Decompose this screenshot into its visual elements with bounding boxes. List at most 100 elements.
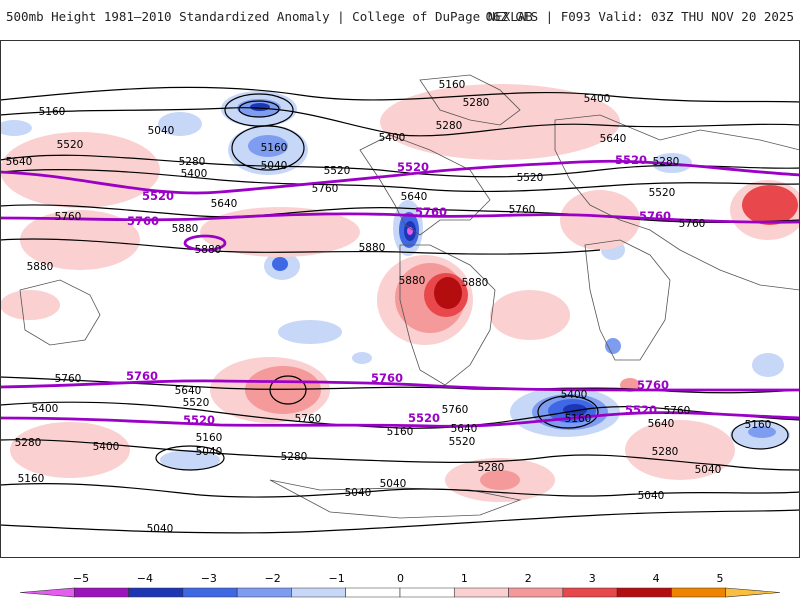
- height-contour-label: 5880: [462, 277, 489, 289]
- reference-contour-labels: 5520 5520 5520 5760 5760 5760 5760 5760 5760 5520…: [126, 153, 671, 427]
- model-run-info: 06Z GFS | F093 Valid: 03Z THU NOV 20 202…: [485, 9, 794, 24]
- reference-contour-label: 5520: [615, 153, 647, 167]
- height-contour-label: 5160: [261, 142, 288, 154]
- reference-contour-label: 5760: [637, 378, 669, 392]
- legend-color-cell: [671, 587, 727, 598]
- legend-color-cell: [399, 587, 455, 598]
- reference-contour-label: 5520: [397, 160, 429, 174]
- height-contour-label: 5760: [55, 373, 82, 385]
- reference-contours: [0, 159, 800, 428]
- legend-tick-labels: −5 −4 −3 −2 −1 0 1 2 3 4 5: [73, 572, 724, 585]
- height-contour-label: 5520: [324, 165, 351, 177]
- height-contour-label: 5760: [55, 211, 82, 223]
- height-contour-label: 5400: [584, 93, 611, 105]
- header-bar: 500mb Height 1981–2010 Standardized Anom…: [0, 0, 800, 34]
- legend-tick-label: 4: [653, 572, 660, 585]
- reference-contour-label: 5760: [639, 209, 671, 223]
- legend-color-cell: [725, 587, 781, 598]
- height-contour-label: 5040: [345, 487, 372, 499]
- height-contour-label: 5640: [211, 198, 238, 210]
- height-contour-label: 5280: [478, 462, 505, 474]
- height-contour-label: 5280: [652, 446, 679, 458]
- legend-color-cell: [128, 587, 184, 598]
- legend-color-cell: [562, 587, 618, 598]
- reference-contour-label: 5760: [126, 369, 158, 383]
- anomaly-map[interactable]: 5160 5160 5280 5400 5040 5400 5280 5640 5520 5640…: [0, 40, 800, 558]
- height-contour-label: 5880: [27, 261, 54, 273]
- height-contour-label: 5400: [379, 132, 406, 144]
- legend-color-cell: [453, 587, 509, 598]
- legend-color-cell: [616, 587, 672, 598]
- height-contour-label: 5040: [196, 446, 223, 458]
- reference-contour-label: 5520: [625, 403, 657, 417]
- legend-tick-label: −5: [73, 572, 89, 585]
- legend-color-cell: [291, 587, 347, 598]
- legend-tick-label: −2: [265, 572, 281, 585]
- height-contour-label: 5160: [39, 106, 66, 118]
- height-contour-label: 5400: [32, 403, 59, 415]
- positive-anomaly-shading: [0, 84, 800, 502]
- height-contour-label: 5280: [281, 451, 308, 463]
- height-contour-label: 5640: [600, 133, 627, 145]
- legend-color-cell: [508, 587, 564, 598]
- height-contour-label: 5760: [679, 218, 706, 230]
- reference-contour-label: 5760: [415, 205, 447, 219]
- legend-tick-label: −3: [201, 572, 217, 585]
- legend-color-cell: [345, 587, 401, 598]
- legend-color-cell: [19, 587, 75, 598]
- height-contour-label: 5640: [648, 418, 675, 430]
- height-contours: [0, 86, 800, 534]
- height-contour-label: 5160: [196, 432, 223, 444]
- height-contour-label: 5400: [93, 441, 120, 453]
- height-contour-label: 5640: [175, 385, 202, 397]
- height-contour-label: 5040: [261, 160, 288, 172]
- height-contour-label: 5520: [183, 397, 210, 409]
- height-contour-label: 5880: [399, 275, 426, 287]
- legend-color-cell: [73, 587, 129, 598]
- reference-contour-label: 5760: [127, 214, 159, 228]
- height-contour-label: 5520: [449, 436, 476, 448]
- height-contour-label: 5760: [664, 405, 691, 417]
- legend-tick-label: 5: [717, 572, 724, 585]
- height-contour-label: 5520: [649, 187, 676, 199]
- height-contour-label: 5760: [295, 413, 322, 425]
- height-contour-label: 5160: [18, 473, 45, 485]
- reference-contour-label: 5760: [371, 371, 403, 385]
- height-contour-label: 5040: [638, 490, 665, 502]
- height-contour-label: 5760: [312, 183, 339, 195]
- color-legend: −5 −4 −3 −2 −1 0 1 2 3 4 5: [0, 568, 800, 600]
- height-contour-label: 5040: [380, 478, 407, 490]
- height-contour-label: 5760: [509, 204, 536, 216]
- negative-anomaly-shading: [0, 91, 790, 470]
- height-contour-label: 5160: [387, 426, 414, 438]
- height-contour-label: 5160: [745, 419, 772, 431]
- height-contour-label: 5520: [517, 172, 544, 184]
- height-contour-label: 5640: [451, 423, 478, 435]
- legend-color-cell: [182, 587, 238, 598]
- height-contour-label: 5880: [359, 242, 386, 254]
- map-title: 500mb Height 1981–2010 Standardized Anom…: [6, 9, 533, 24]
- reference-contour-label: 5520: [142, 189, 174, 203]
- legend-color-cell: [236, 587, 292, 598]
- legend-tick-label: −4: [137, 572, 153, 585]
- height-contour-label: 5040: [147, 523, 174, 535]
- height-contour-label: 5160: [565, 413, 592, 425]
- height-contour-label: 5640: [401, 191, 428, 203]
- height-contour-label: 5160: [439, 79, 466, 91]
- height-contour-label: 5280: [436, 120, 463, 132]
- height-contour-label: 5280: [15, 437, 42, 449]
- height-contour-label: 5040: [695, 464, 722, 476]
- legend-color-bar: [19, 587, 781, 598]
- reference-contour-label: 5520: [183, 413, 215, 427]
- legend-tick-label: 1: [461, 572, 468, 585]
- legend-tick-label: 0: [397, 572, 404, 585]
- legend-tick-label: 3: [589, 572, 596, 585]
- legend-tick-label: −1: [328, 572, 344, 585]
- coastlines: [19, 74, 800, 519]
- height-contour-label: 5280: [463, 97, 490, 109]
- height-contour-label: 5880: [172, 223, 199, 235]
- height-contour-label: 5520: [57, 139, 84, 151]
- height-contour-label: 5280: [653, 156, 680, 168]
- legend-tick-label: 2: [525, 572, 532, 585]
